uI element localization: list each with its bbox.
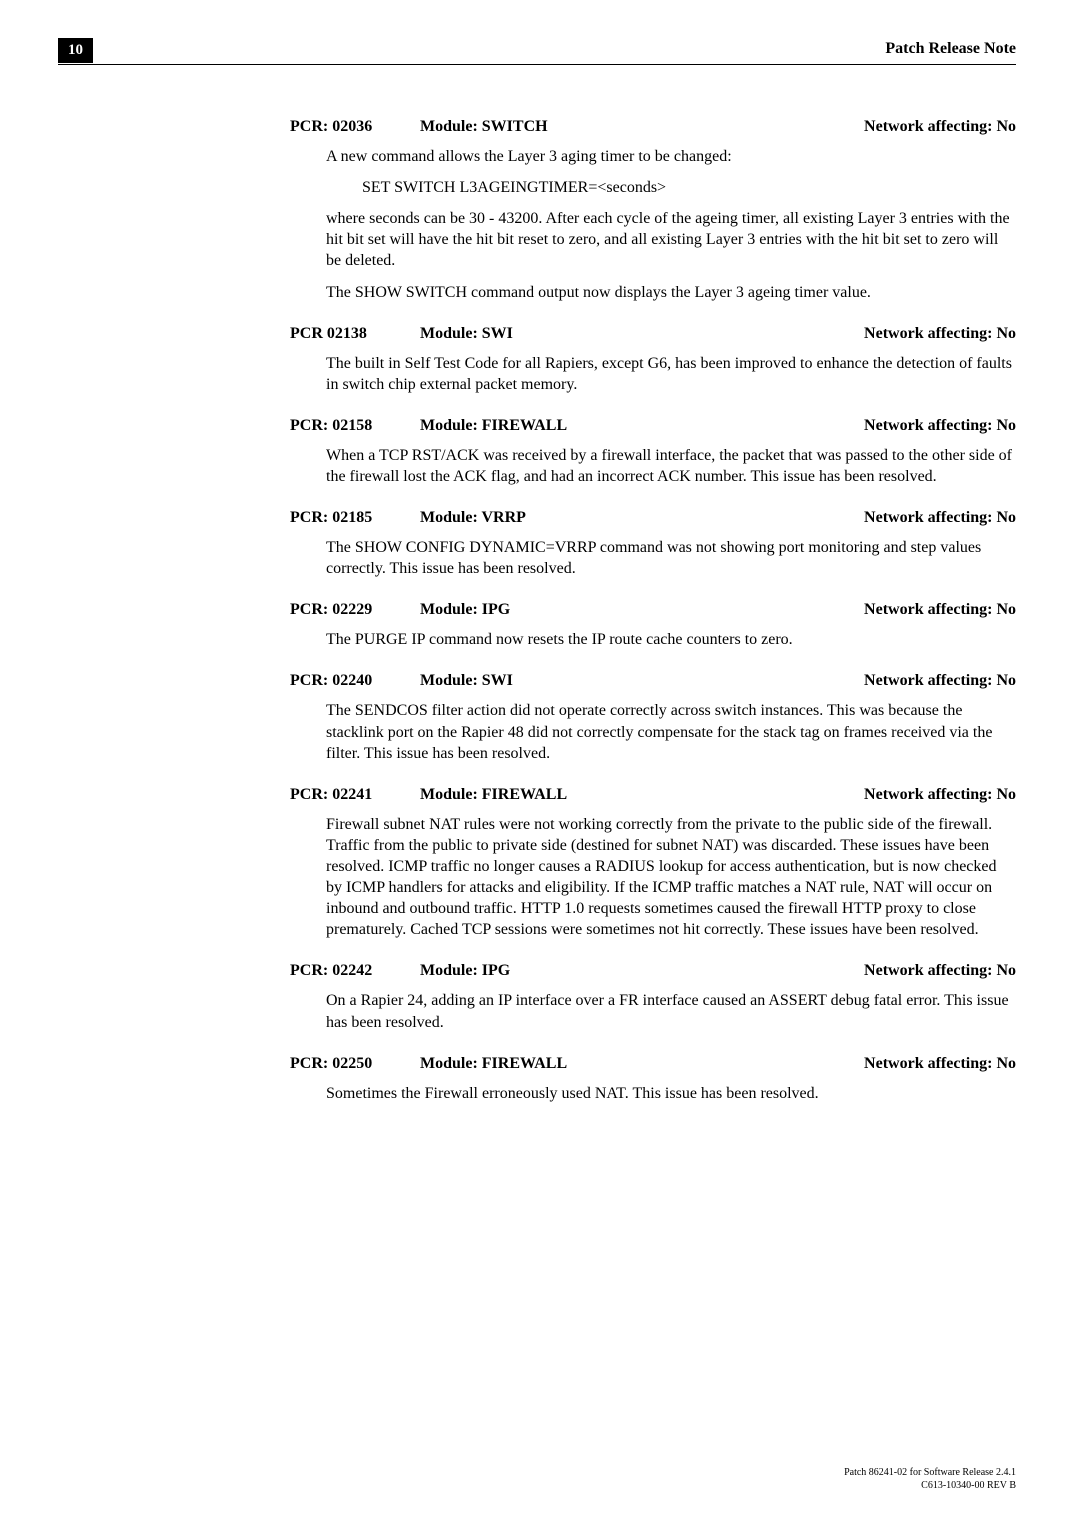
pcr-header: PCR: 02242Module: IPGNetwork affecting: … (290, 962, 1016, 980)
pcr-header: PCR: 02185Module: VRRPNetwork affecting:… (290, 509, 1016, 527)
pcr-module: Module: IPG (420, 962, 864, 980)
pcr-network-affecting: Network affecting: No (864, 118, 1016, 136)
body-paragraph: The SHOW CONFIG DYNAMIC=VRRP command was… (326, 537, 1016, 579)
content-area: PCR: 02036Module: SWITCHNetwork affectin… (290, 118, 1016, 1114)
pcr-header: PCR: 02036Module: SWITCHNetwork affectin… (290, 118, 1016, 136)
page-number: 10 (58, 38, 93, 63)
body-paragraph: A new command allows the Layer 3 aging t… (326, 146, 1016, 167)
pcr-id: PCR: 02229 (290, 601, 420, 619)
pcr-id: PCR: 02241 (290, 786, 420, 804)
pcr-network-affecting: Network affecting: No (864, 672, 1016, 690)
body-paragraph: The SHOW SWITCH command output now displ… (326, 282, 1016, 303)
body-paragraph: Firewall subnet NAT rules were not worki… (326, 814, 1016, 941)
pcr-header: PCR: 02250Module: FIREWALLNetwork affect… (290, 1055, 1016, 1073)
pcr-module: Module: SWI (420, 672, 864, 690)
body-paragraph: where seconds can be 30 - 43200. After e… (326, 208, 1016, 271)
pcr-id: PCR: 02036 (290, 118, 420, 136)
body-paragraph: When a TCP RST/ACK was received by a fir… (326, 445, 1016, 487)
body-paragraph: Sometimes the Firewall erroneously used … (326, 1083, 1016, 1104)
pcr-module: Module: FIREWALL (420, 417, 864, 435)
pcr-module: Module: FIREWALL (420, 1055, 864, 1073)
pcr-header: PCR: 02240Module: SWINetwork affecting: … (290, 672, 1016, 690)
pcr-network-affecting: Network affecting: No (864, 601, 1016, 619)
pcr-network-affecting: Network affecting: No (864, 509, 1016, 527)
pcr-id: PCR: 02185 (290, 509, 420, 527)
body-paragraph: The built in Self Test Code for all Rapi… (326, 353, 1016, 395)
pcr-id: PCR: 02242 (290, 962, 420, 980)
header-rule (58, 64, 1016, 65)
pcr-header: PCR: 02229Module: IPGNetwork affecting: … (290, 601, 1016, 619)
footer-line2: C613-10340-00 REV B (844, 1479, 1016, 1492)
footer: Patch 86241-02 for Software Release 2.4.… (844, 1466, 1016, 1492)
pcr-header: PCR: 02241Module: FIREWALLNetwork affect… (290, 786, 1016, 804)
pcr-network-affecting: Network affecting: No (864, 962, 1016, 980)
pcr-network-affecting: Network affecting: No (864, 417, 1016, 435)
pcr-module: Module: FIREWALL (420, 786, 864, 804)
footer-line1: Patch 86241-02 for Software Release 2.4.… (844, 1466, 1016, 1479)
pcr-id: PCR: 02250 (290, 1055, 420, 1073)
pcr-module: Module: VRRP (420, 509, 864, 527)
pcr-network-affecting: Network affecting: No (864, 786, 1016, 804)
pcr-module: Module: IPG (420, 601, 864, 619)
header-title: Patch Release Note (885, 40, 1016, 58)
pcr-network-affecting: Network affecting: No (864, 1055, 1016, 1073)
pcr-header: PCR: 02158Module: FIREWALLNetwork affect… (290, 417, 1016, 435)
pcr-id: PCR: 02240 (290, 672, 420, 690)
pcr-header: PCR 02138Module: SWINetwork affecting: N… (290, 325, 1016, 343)
pcr-module: Module: SWI (420, 325, 864, 343)
body-paragraph: On a Rapier 24, adding an IP interface o… (326, 990, 1016, 1032)
body-paragraph: The PURGE IP command now resets the IP r… (326, 629, 1016, 650)
pcr-module: Module: SWITCH (420, 118, 864, 136)
pcr-id: PCR 02138 (290, 325, 420, 343)
body-paragraph: The SENDCOS filter action did not operat… (326, 700, 1016, 763)
command-text: SET SWITCH L3AGEINGTIMER=<seconds> (362, 177, 1016, 198)
pcr-id: PCR: 02158 (290, 417, 420, 435)
pcr-network-affecting: Network affecting: No (864, 325, 1016, 343)
